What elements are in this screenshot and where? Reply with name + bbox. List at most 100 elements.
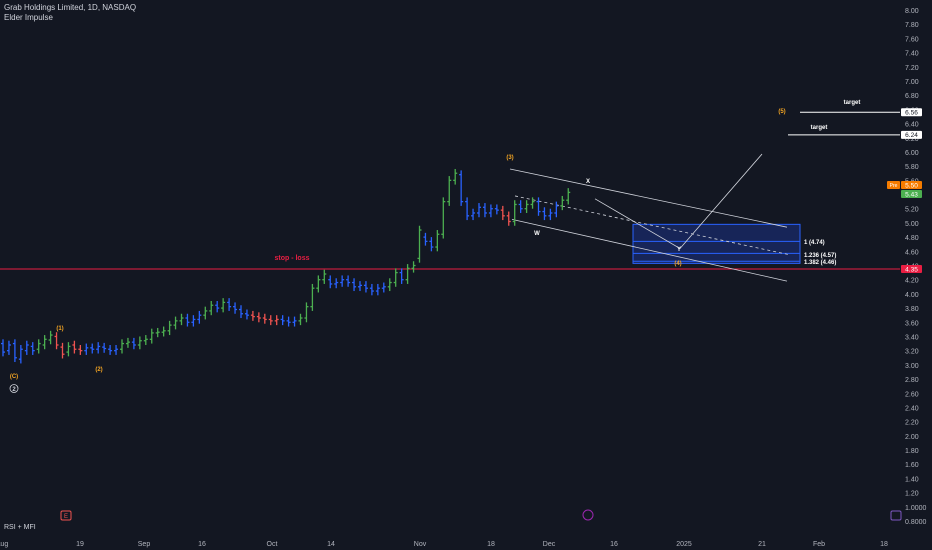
ohlc-bar (197, 310, 202, 324)
ohlc-bar (358, 281, 362, 292)
annotation-label: (1) (56, 326, 63, 332)
ohlc-bar (137, 336, 142, 350)
price-badge (901, 265, 922, 274)
ohlc-bar (512, 200, 517, 226)
ohlc-bar (328, 275, 333, 289)
x-tick-label: Sep (138, 541, 151, 548)
price-badge (901, 181, 922, 189)
ohlc-bar (399, 268, 404, 284)
ohlc-bar (316, 275, 321, 293)
ohlc-bar (447, 176, 452, 206)
ohlc-bar (24, 340, 29, 355)
annotation-label: target (844, 100, 861, 106)
fib-level-label: 1.382 (4.46) (804, 260, 836, 266)
x-tick-label: 19 (76, 541, 84, 548)
y-tick-label: 2.80 (905, 377, 919, 384)
y-tick-label: 4.00 (905, 292, 919, 299)
projected-path (594, 153, 763, 249)
ohlc-bar (346, 275, 351, 287)
ohlc-bar (352, 278, 357, 292)
ohlc-bar (167, 320, 172, 336)
price-badge-value: 5.43 (905, 191, 918, 198)
ohlc-bar (48, 330, 53, 345)
x-tick-label: 18 (880, 541, 888, 548)
ohlc-bar (72, 340, 77, 354)
ohlc-bar (239, 305, 243, 319)
ohlc-bar (405, 264, 410, 284)
price-badge-value: 5.50 (905, 182, 918, 189)
y-tick-label: 6.40 (905, 122, 919, 129)
y-tick-label: 3.00 (905, 363, 919, 370)
ohlc-bar (268, 315, 273, 326)
y-tick-label: 3.80 (905, 306, 919, 313)
annotation-label: stop - loss (274, 255, 309, 262)
ohlc-bar (298, 313, 303, 326)
y-tick-label: 3.20 (905, 349, 919, 356)
ohlc-bar (54, 332, 59, 350)
y-tick-label: 3.40 (905, 334, 919, 341)
ohlc-bar (221, 298, 226, 313)
ohlc-bar (143, 335, 148, 345)
ohlc-bar (340, 275, 345, 287)
earnings-icon (890, 510, 902, 521)
x-tick-label: Aug (0, 541, 8, 548)
y-tick-label: 6.00 (905, 150, 919, 157)
ohlc-bar (155, 327, 160, 338)
annotation-label: target (811, 125, 828, 131)
y-tick-label: 4.20 (905, 278, 919, 285)
ohlc-bar (524, 200, 529, 213)
ohlc-bar (227, 298, 232, 311)
ohlc-bar (203, 306, 208, 320)
annotation-label: 2 (12, 387, 16, 393)
x-tick-label: Dec (543, 541, 556, 548)
annotation-label: (3) (506, 155, 513, 161)
y-tick-label: 0.8000 (905, 519, 927, 526)
ohlc-bar (375, 283, 380, 296)
y-tick-label: 1.60 (905, 462, 919, 469)
y-tick-label: 4.80 (905, 235, 919, 242)
price-badge-value: 6.24 (905, 132, 918, 139)
ohlc-bar (149, 328, 154, 344)
ohlc-bar (66, 342, 71, 357)
annotation-label: Y (677, 247, 681, 253)
ohlc-bar (102, 342, 107, 353)
ohlc-bar (429, 237, 434, 252)
ohlc-bar (334, 278, 339, 289)
pre-market-label: Pre (890, 183, 898, 189)
ohlc-bar (262, 313, 267, 324)
ohlc-bar (393, 268, 398, 287)
x-tick-label: 18 (487, 541, 495, 548)
y-tick-label: 1.20 (905, 491, 919, 498)
ohlc-bar (518, 200, 523, 213)
ohlc-bar (435, 230, 440, 252)
y-tick-label: 2.40 (905, 405, 919, 412)
x-tick-label: Feb (813, 541, 825, 548)
earnings-icon (60, 510, 72, 521)
ohlc-bar (453, 168, 458, 185)
y-tick-label: 4.60 (905, 249, 919, 256)
price-badge (901, 190, 922, 198)
ohlc-bar (1, 339, 5, 357)
x-tick-label: 2025 (676, 541, 692, 548)
price-badge (901, 108, 922, 117)
ohlc-bar (292, 316, 297, 327)
x-tick-label: Oct (267, 541, 278, 548)
ohlc-bar (90, 343, 95, 354)
ohlc-bar (274, 315, 279, 326)
ohlc-bar (369, 283, 374, 296)
ohlc-bar (482, 203, 487, 218)
y-tick-label: 5.80 (905, 164, 919, 171)
ohlc-bar (84, 343, 89, 355)
y-tick-label: 5.00 (905, 221, 919, 228)
ohlc-bar (78, 344, 83, 355)
y-tick-label: 3.60 (905, 320, 919, 327)
ohlc-bar (387, 278, 392, 292)
x-tick-label: Nov (414, 541, 427, 548)
ohlc-bar (161, 326, 166, 337)
rsi-mfi-label: RSI + MFI (4, 524, 36, 531)
x-tick-label: 21 (758, 541, 766, 548)
fib-zone (632, 223, 801, 264)
ohlc-bar (560, 195, 565, 211)
ohlc-bar (215, 300, 220, 313)
